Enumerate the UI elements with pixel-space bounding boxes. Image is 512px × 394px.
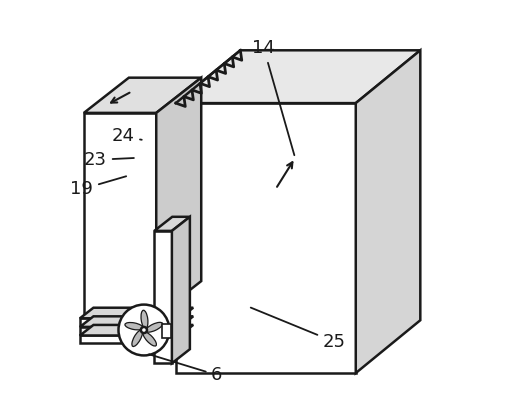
Polygon shape bbox=[172, 217, 190, 363]
Ellipse shape bbox=[146, 322, 163, 332]
Text: 6: 6 bbox=[149, 354, 223, 384]
Polygon shape bbox=[80, 327, 180, 334]
Circle shape bbox=[141, 327, 147, 333]
Text: 25: 25 bbox=[251, 308, 346, 351]
Polygon shape bbox=[162, 324, 172, 338]
Ellipse shape bbox=[141, 310, 148, 329]
Polygon shape bbox=[80, 316, 193, 327]
Polygon shape bbox=[80, 325, 193, 336]
Polygon shape bbox=[176, 50, 420, 103]
Polygon shape bbox=[84, 113, 156, 316]
Ellipse shape bbox=[143, 332, 157, 346]
Text: 19: 19 bbox=[71, 176, 126, 198]
Ellipse shape bbox=[125, 323, 143, 330]
Ellipse shape bbox=[132, 330, 142, 346]
Polygon shape bbox=[84, 78, 201, 113]
Polygon shape bbox=[156, 78, 201, 316]
Polygon shape bbox=[176, 103, 356, 373]
Text: 24: 24 bbox=[112, 127, 142, 145]
Circle shape bbox=[118, 305, 169, 355]
Polygon shape bbox=[154, 217, 190, 231]
Polygon shape bbox=[356, 50, 420, 373]
Polygon shape bbox=[80, 308, 193, 318]
Polygon shape bbox=[80, 318, 180, 325]
Polygon shape bbox=[154, 231, 172, 363]
Text: 14: 14 bbox=[252, 39, 294, 155]
Text: 23: 23 bbox=[84, 151, 134, 169]
Polygon shape bbox=[80, 336, 180, 342]
